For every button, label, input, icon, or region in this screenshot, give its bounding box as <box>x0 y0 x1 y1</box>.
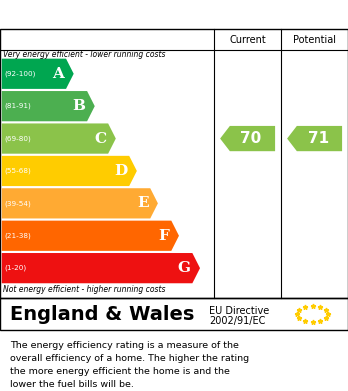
Text: C: C <box>94 131 106 145</box>
Polygon shape <box>2 91 95 121</box>
Text: E: E <box>137 196 149 210</box>
Polygon shape <box>287 126 342 151</box>
Polygon shape <box>2 221 179 251</box>
Text: Potential: Potential <box>293 35 336 45</box>
Text: Not energy efficient - higher running costs: Not energy efficient - higher running co… <box>3 285 166 294</box>
Text: (92-100): (92-100) <box>5 70 36 77</box>
Polygon shape <box>2 188 158 219</box>
Text: 71: 71 <box>308 131 329 146</box>
Text: (1-20): (1-20) <box>5 265 27 271</box>
Text: England & Wales: England & Wales <box>10 305 195 324</box>
Text: (81-91): (81-91) <box>5 103 32 109</box>
Text: B: B <box>72 99 85 113</box>
Text: (21-38): (21-38) <box>5 233 32 239</box>
Text: Energy Efficiency Rating: Energy Efficiency Rating <box>10 7 232 22</box>
Text: D: D <box>114 164 127 178</box>
Text: 2002/91/EC: 2002/91/EC <box>209 316 265 326</box>
Polygon shape <box>2 156 137 186</box>
Polygon shape <box>2 253 200 283</box>
Polygon shape <box>2 124 116 154</box>
Text: (39-54): (39-54) <box>5 200 32 206</box>
Text: G: G <box>177 261 191 275</box>
Text: F: F <box>159 229 169 243</box>
Text: Current: Current <box>229 35 266 45</box>
Text: (69-80): (69-80) <box>5 135 32 142</box>
Text: 70: 70 <box>240 131 262 146</box>
Text: A: A <box>53 67 64 81</box>
Text: The energy efficiency rating is a measure of the
overall efficiency of a home. T: The energy efficiency rating is a measur… <box>10 341 250 389</box>
Text: (55-68): (55-68) <box>5 168 32 174</box>
Text: EU Directive: EU Directive <box>209 305 269 316</box>
Polygon shape <box>2 59 74 89</box>
Text: Very energy efficient - lower running costs: Very energy efficient - lower running co… <box>3 50 166 59</box>
Polygon shape <box>220 126 275 151</box>
